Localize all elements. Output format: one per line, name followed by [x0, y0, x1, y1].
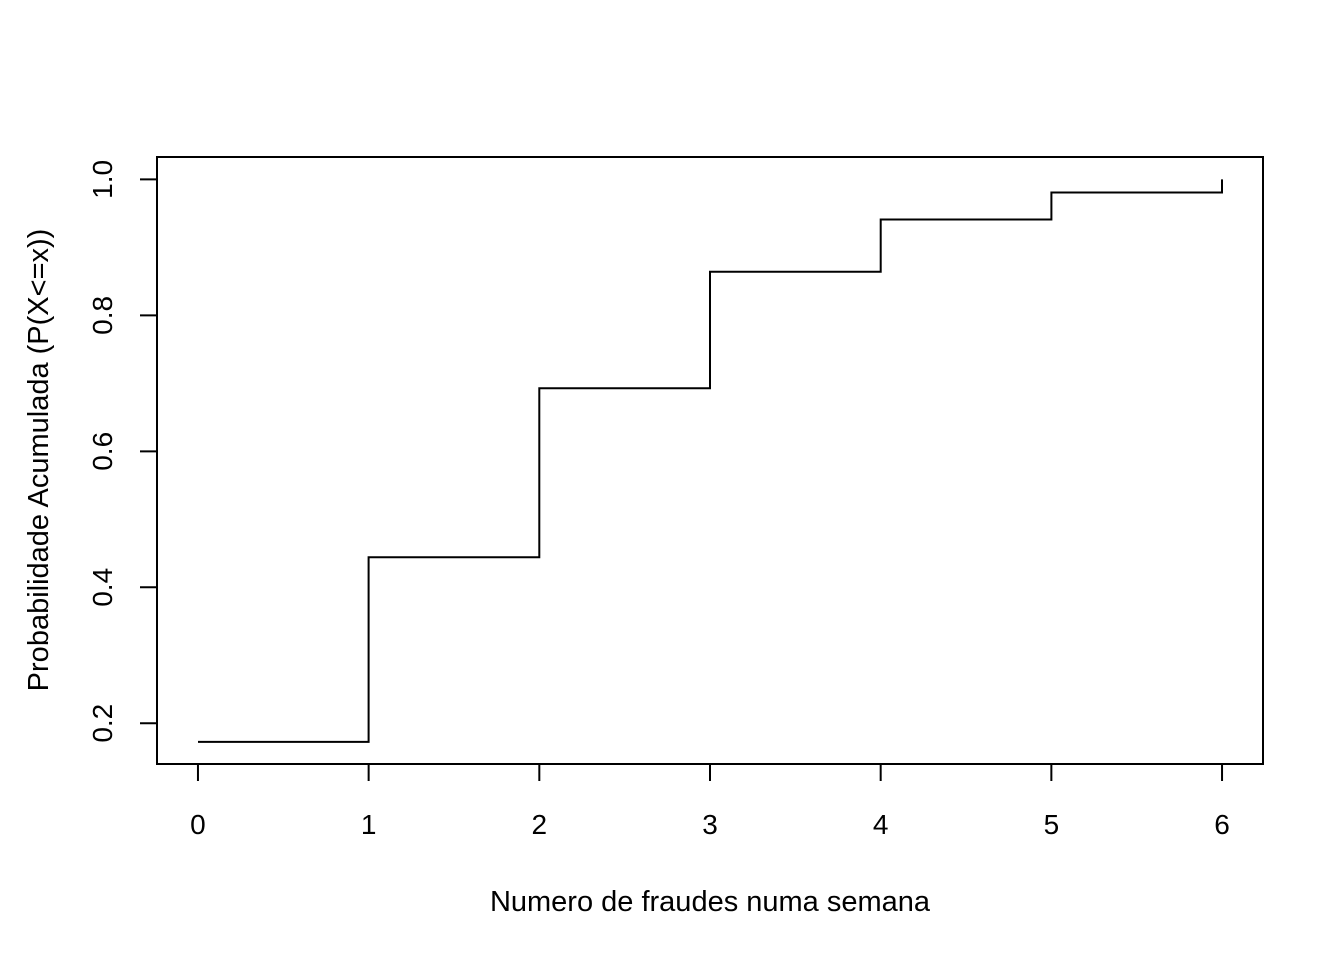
y-axis-label: Probabilidade Acumulada (P(X<=x)) [23, 229, 55, 692]
y-tick-label: 1.0 [87, 160, 118, 199]
x-tick-label: 6 [1214, 809, 1230, 840]
y-tick-label: 0.4 [87, 568, 118, 607]
x-tick-label: 0 [190, 809, 206, 840]
x-tick-label: 3 [702, 809, 718, 840]
x-tick-label: 2 [532, 809, 548, 840]
x-axis-label: Numero de fraudes numa semana [490, 886, 931, 918]
cdf-step-line [198, 179, 1223, 743]
plot-frame [156, 156, 1264, 765]
x-tick-label: 4 [873, 809, 889, 840]
x-tick-label: 1 [361, 809, 377, 840]
y-axis: 0.2 0.4 0.6 0.8 1.0 [87, 160, 158, 743]
x-tick-label: 5 [1044, 809, 1060, 840]
y-tick-label: 0.8 [87, 296, 118, 335]
y-tick-label: 0.6 [87, 432, 118, 471]
y-tick-label: 0.2 [87, 704, 118, 743]
x-axis: 0 1 2 3 4 5 6 [190, 763, 1230, 840]
